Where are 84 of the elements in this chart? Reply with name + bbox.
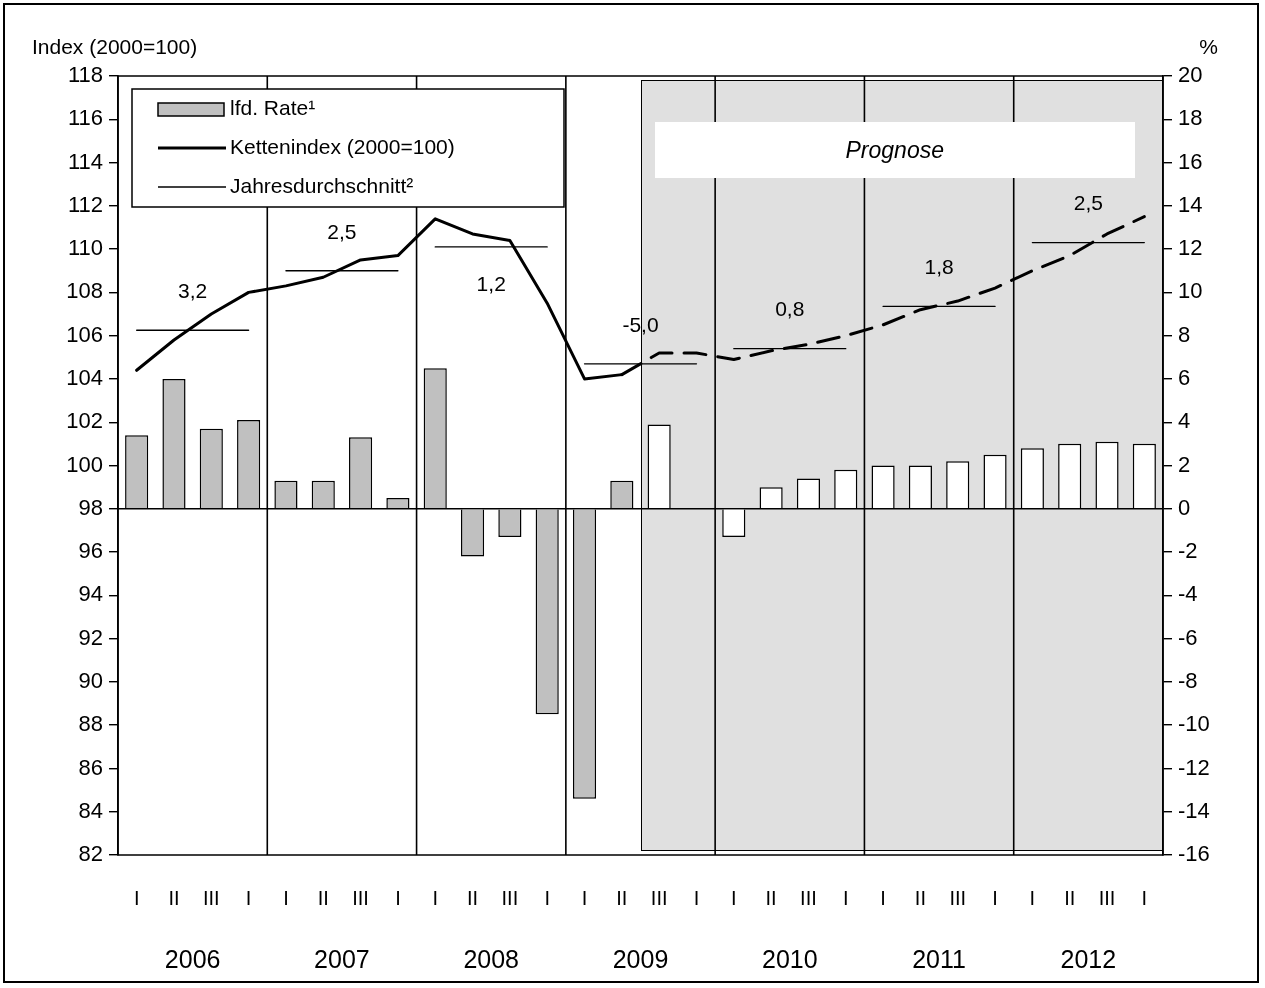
text: 2012: [1060, 944, 1117, 973]
x-tick-label: II: [466, 886, 479, 909]
x-tick-label: I: [432, 886, 439, 909]
y-tick-label: 84: [78, 797, 103, 823]
y-tick-label: 102: [66, 408, 103, 434]
y2-tick-label: 20: [1178, 62, 1203, 88]
x-tick-label: I: [693, 886, 700, 909]
x-tick-label: I: [133, 886, 140, 909]
y2-tick-label: -12: [1178, 754, 1210, 780]
x-tick-label: I: [544, 886, 550, 909]
y-tick-label: 114: [67, 148, 103, 174]
y2-tick-label: -10: [1178, 711, 1210, 737]
y-tick-label: 106: [66, 321, 103, 347]
x-tick-label: I: [1029, 886, 1036, 909]
y2-tick-label: 0: [1178, 494, 1191, 520]
y2-tick-label: 12: [1178, 235, 1203, 261]
y-tick-label: 104: [66, 365, 103, 391]
y2-tick-label: 4: [1178, 408, 1191, 434]
x-tick-label: I: [1141, 886, 1148, 909]
x-tick-label: I: [880, 886, 886, 909]
x-tick-label: I: [842, 886, 849, 909]
x-tick-label: III: [501, 886, 519, 909]
x-tick-label: II: [168, 886, 180, 909]
y2-tick-label: -14: [1178, 797, 1210, 823]
x-tick-label: I: [283, 886, 289, 909]
x-tick-label: III: [800, 886, 817, 909]
x-tick-label: III: [202, 886, 220, 909]
text: 2010: [761, 944, 818, 973]
y-tick-label: 94: [78, 581, 103, 607]
y2-tick-label: 6: [1178, 365, 1191, 391]
y2-tick-label: -8: [1178, 667, 1198, 693]
y2-tick-label: -4: [1178, 581, 1198, 607]
x-tick-label: III: [650, 886, 668, 909]
y-tick-label: 98: [78, 494, 103, 520]
annotation: 0,8: [775, 297, 805, 321]
x-tick-label: III: [1098, 886, 1116, 909]
y-tick-label: 88: [78, 711, 103, 737]
text: 2007: [314, 944, 370, 973]
x-tick-label: II: [765, 886, 777, 909]
y2-tick-label: 18: [1178, 105, 1203, 131]
y-tick-label: 110: [67, 235, 103, 261]
text: 2006: [164, 944, 221, 973]
x-tick-label: III: [949, 886, 967, 909]
legend-label: Jahresdurchschnitt²: [230, 173, 414, 197]
text: 2008: [463, 944, 520, 973]
annotation: 3,2: [178, 279, 208, 303]
y-tick-label: 86: [78, 754, 103, 780]
y2-tick-label: -6: [1178, 624, 1198, 650]
y2-tick-label: 16: [1178, 148, 1203, 174]
annotation: 2,5: [1073, 191, 1103, 215]
x-tick-label: II: [1064, 886, 1076, 909]
y-tick-label: 82: [78, 841, 103, 867]
y-tick-label: 118: [67, 62, 103, 88]
legend-label: Kettenindex (2000=100): [230, 134, 455, 158]
x-tick-label: I: [992, 886, 998, 909]
y-tick-label: 112: [67, 191, 103, 217]
text: 2009: [612, 944, 669, 973]
y2-tick-label: 2: [1178, 451, 1191, 477]
x-tick-label: II: [616, 886, 628, 909]
x-tick-label: III: [352, 886, 369, 909]
annotation: 1,8: [924, 255, 954, 279]
y2-tick-label: 8: [1178, 321, 1191, 347]
y-axis-title: Index (2000=100): [32, 35, 198, 58]
y-tick-label: 100: [66, 451, 103, 477]
x-tick-label: II: [914, 886, 926, 909]
y-tick-label: 116: [67, 105, 103, 131]
y2-tick-label: -2: [1178, 538, 1198, 564]
x-tick-label: I: [731, 886, 737, 909]
y-tick-label: 92: [78, 624, 103, 650]
y-tick-label: 90: [78, 667, 103, 693]
x-tick-label: I: [245, 886, 252, 909]
annotation: 1,2: [476, 271, 506, 295]
y-tick-label: 96: [78, 538, 103, 564]
y2-tick-label: 10: [1178, 278, 1203, 304]
y2-tick-label: 14: [1178, 191, 1203, 217]
annotation: 2,5: [327, 219, 357, 243]
text: 2011: [912, 944, 966, 973]
y-tick-label: 108: [66, 278, 103, 304]
x-tick-label: I: [581, 886, 588, 909]
legend-label: lfd. Rate¹: [230, 95, 316, 119]
y2-axis-title: %: [1199, 35, 1218, 58]
x-tick-label: I: [395, 886, 401, 909]
y2-tick-label: -16: [1178, 841, 1210, 867]
x-tick-label: II: [317, 886, 329, 909]
